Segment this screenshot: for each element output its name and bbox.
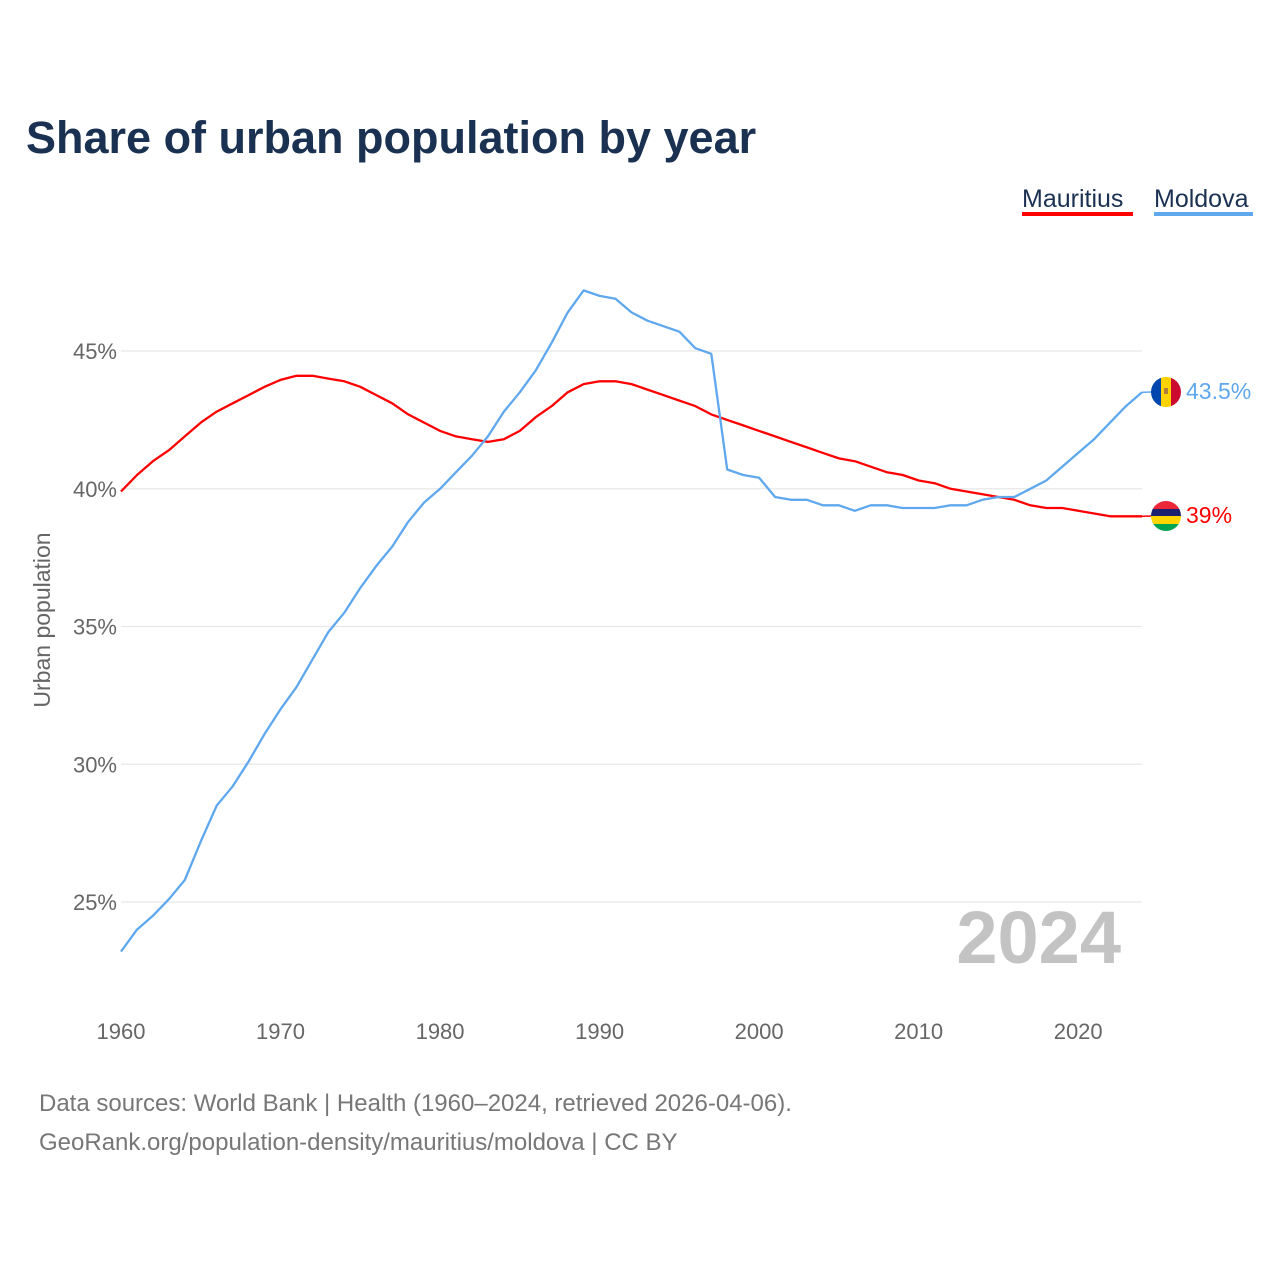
y-axis: 25% 30% 35% 40% 45% <box>73 339 117 915</box>
x-tick-label: 1960 <box>97 1019 146 1044</box>
x-tick-label: 2000 <box>735 1019 784 1044</box>
mauritius-flag-icon <box>1151 501 1181 532</box>
legend-swatch-moldova <box>1154 212 1253 216</box>
x-tick-label: 1970 <box>256 1019 305 1044</box>
footer-source: Data sources: World Bank | Health (1960–… <box>39 1090 792 1117</box>
year-watermark: 2024 <box>956 896 1121 979</box>
legend-label-mauritius: Mauritius <box>1022 185 1123 213</box>
series-line-mauritius <box>121 376 1142 517</box>
footer-attribution[interactable]: GeoRank.org/population-density/mauritius… <box>39 1129 678 1156</box>
legend-item-moldova[interactable]: Moldova <box>1154 185 1253 216</box>
end-marker-mauritius: 39% <box>1151 501 1232 532</box>
end-label-mauritius: 39% <box>1186 502 1232 528</box>
legend: Mauritius Moldova <box>1022 185 1253 216</box>
legend-label-moldova: Moldova <box>1154 185 1249 213</box>
x-tick-label: 1980 <box>416 1019 465 1044</box>
x-axis: 1960 1970 1980 1990 2000 2010 2020 <box>97 1019 1103 1044</box>
x-tick-label: 2020 <box>1054 1019 1103 1044</box>
legend-swatch-mauritius <box>1022 212 1133 216</box>
x-tick-label: 2010 <box>894 1019 943 1044</box>
end-label-moldova: 43.5% <box>1186 378 1251 404</box>
end-marker-moldova: 43.5% <box>1151 377 1251 407</box>
y-tick-label: 40% <box>73 477 117 502</box>
y-tick-label: 25% <box>73 890 117 915</box>
y-axis-label: Urban population <box>29 532 55 707</box>
grid <box>121 351 1142 902</box>
x-tick-label: 1990 <box>575 1019 624 1044</box>
y-tick-label: 30% <box>73 752 117 777</box>
series-line-moldova <box>121 290 1142 951</box>
y-tick-label: 35% <box>73 615 117 640</box>
y-tick-label: 45% <box>73 339 117 364</box>
moldova-flag-icon <box>1151 377 1181 407</box>
series-lines <box>121 290 1152 951</box>
legend-item-mauritius[interactable]: Mauritius <box>1022 185 1133 216</box>
chart-title: Share of urban population by year <box>26 112 756 163</box>
